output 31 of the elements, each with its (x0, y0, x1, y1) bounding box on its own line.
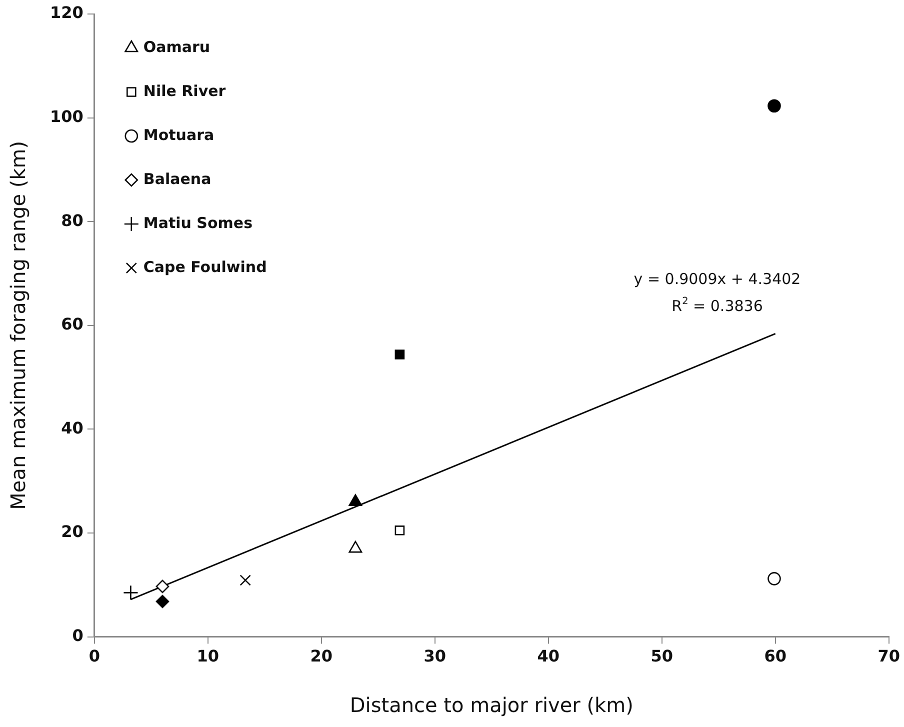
point (240, 574, 251, 586)
x-tick-label: 20 (310, 646, 333, 666)
x-tick-label: 0 (88, 646, 100, 666)
point (156, 594, 170, 608)
point (394, 350, 405, 360)
y-tick-label: 80 (61, 210, 84, 230)
point (768, 572, 781, 586)
x-tick-label: 40 (537, 646, 560, 666)
y-tick-label: 20 (61, 522, 84, 542)
y-tick-label: 120 (50, 3, 84, 22)
y-tick-label: 60 (61, 314, 84, 334)
x-tick-label: 70 (878, 646, 900, 666)
point (768, 99, 781, 113)
x-tick-label: 50 (650, 646, 674, 666)
legend-label: Motuara (143, 126, 214, 144)
point (156, 580, 170, 594)
x-axis-title: Distance to major river (km) (350, 693, 634, 718)
legend-label: Nile River (143, 82, 226, 100)
legend-label: Matiu Somes (143, 214, 253, 232)
legend-label: Balaena (143, 170, 212, 188)
x-tick-label: 30 (424, 646, 446, 666)
annotation: y = 0.9009x + 4.3402 (634, 270, 801, 288)
legend-label: Cape Foulwind (143, 258, 267, 276)
y-tick-label: 100 (50, 106, 84, 126)
y-tick-label: 40 (61, 418, 84, 438)
x-tick-label: 10 (196, 646, 220, 666)
x-tick-label: 60 (764, 646, 787, 666)
point (394, 526, 405, 536)
y-tick-label: 0 (72, 626, 84, 645)
legend-label: Oamaru (143, 38, 210, 56)
y-axis-title: Mean maximum foraging range (km) (6, 140, 30, 510)
